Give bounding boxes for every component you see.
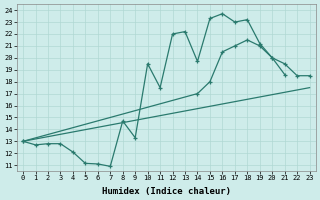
X-axis label: Humidex (Indice chaleur): Humidex (Indice chaleur) — [102, 187, 231, 196]
